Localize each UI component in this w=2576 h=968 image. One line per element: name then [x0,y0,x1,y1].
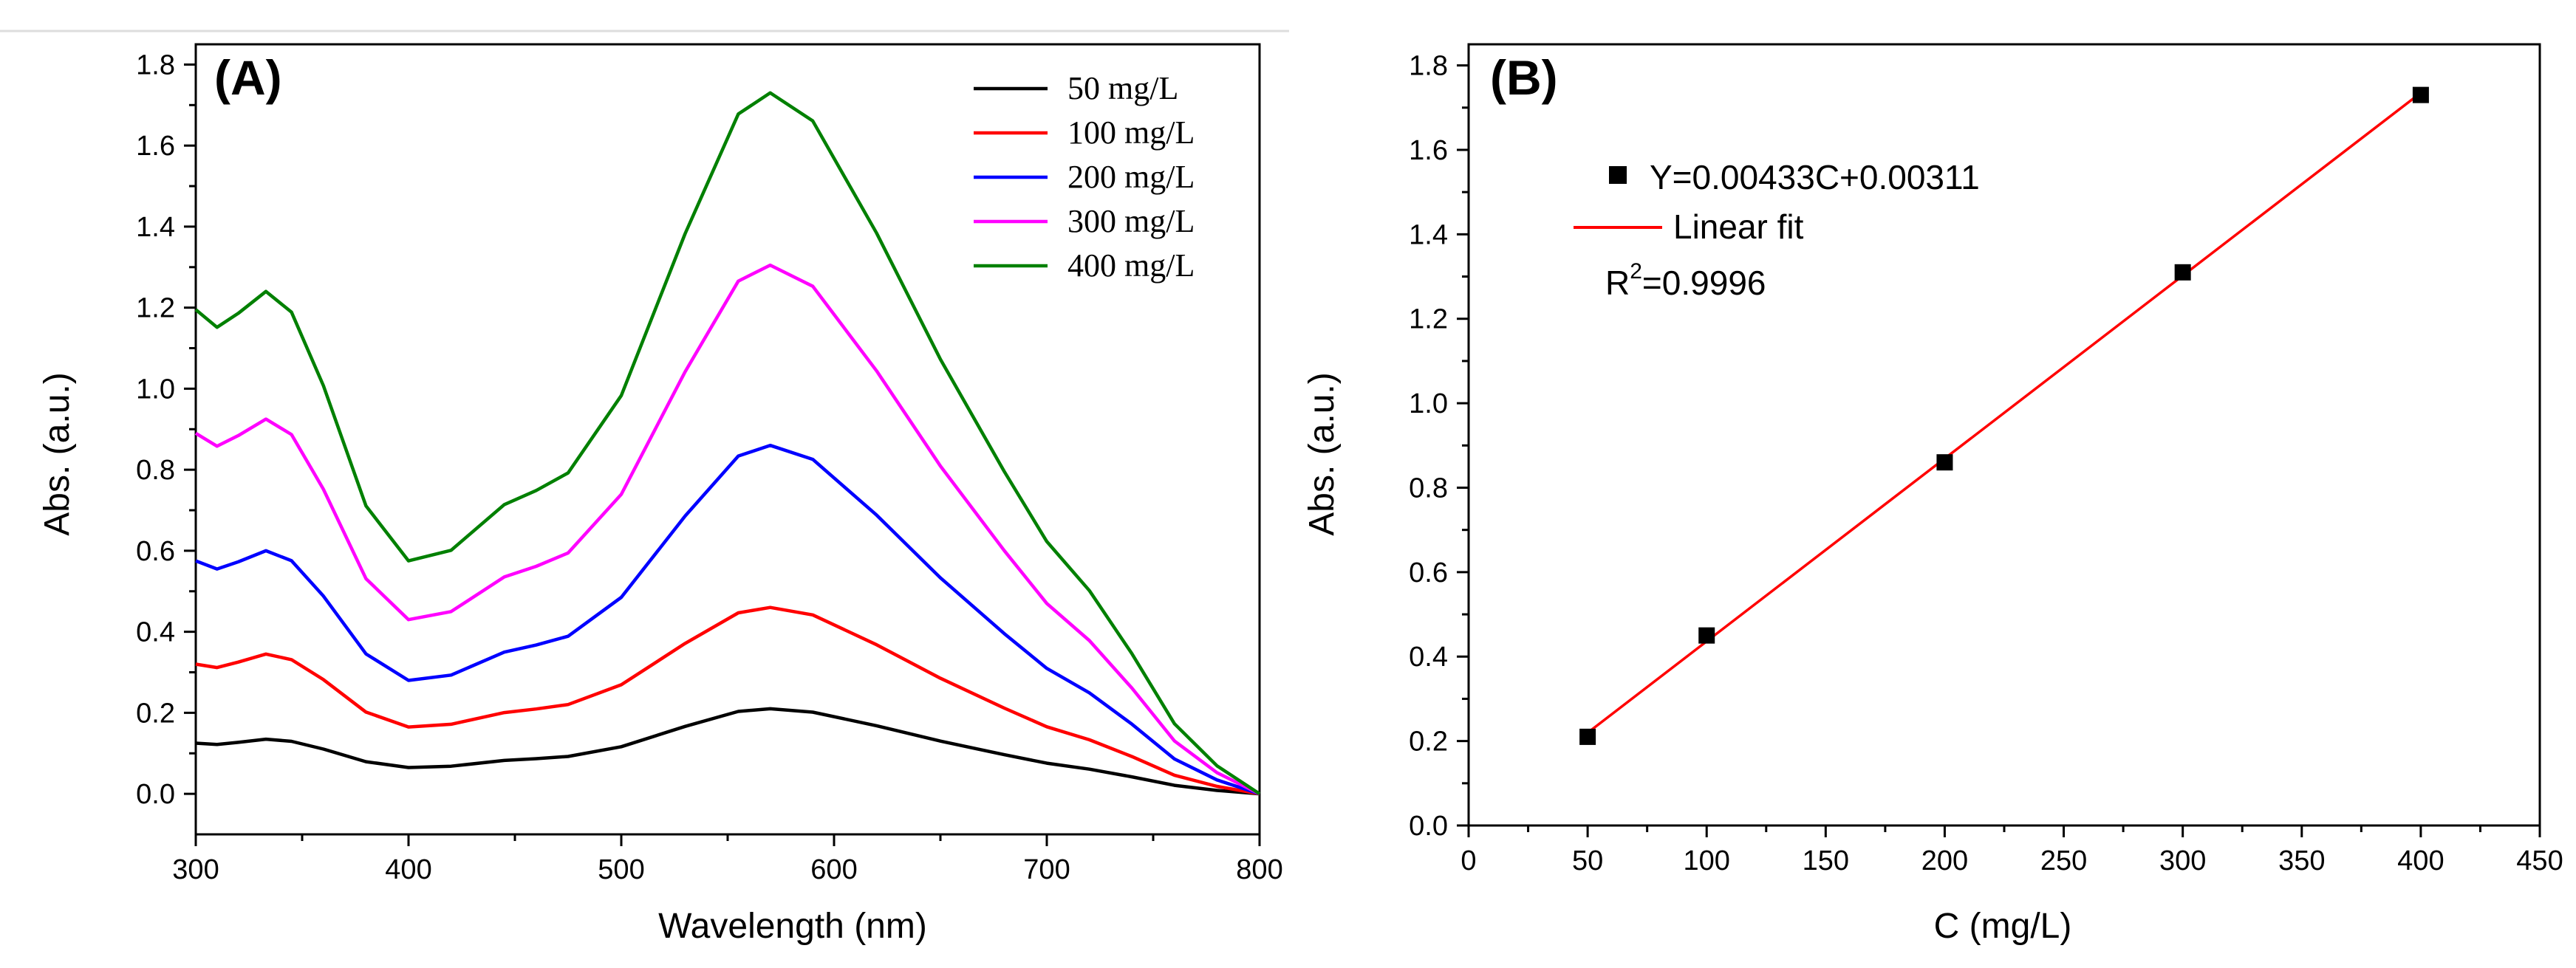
b-x-tick-label: 0 [1460,845,1476,876]
x-axis-title-a: Wavelength (nm) [658,907,927,946]
b-y-tick-label: 1.8 [1409,51,1448,82]
legend-marker-square [1609,166,1627,184]
data-point [1698,627,1715,644]
b-x-tick-label: 350 [2278,845,2325,876]
b-x-tick-label: 300 [2159,845,2206,876]
linear-fit-line [1587,92,2422,734]
b-y-tick-label: 0.2 [1409,727,1448,758]
a-y-tick-label: 0.4 [136,617,175,648]
data-point [1579,728,1596,745]
b-x-tick-label: 450 [2516,845,2563,876]
legend-fit-label: Linear fit [1673,207,1804,246]
series-line-50-mg-L [195,707,1260,796]
a-y-tick-label: 0.8 [136,455,175,486]
a-y-tick-label: 1.0 [136,374,175,405]
b-y-tick-label: 1.2 [1409,304,1448,335]
b-y-tick-label: 0.0 [1409,811,1448,842]
a-y-tick-label: 1.6 [136,131,175,162]
a-y-tick-label: 1.2 [136,293,175,324]
a-x-tick-label: 500 [598,854,644,885]
legend-label: 300 mg/L [1067,203,1195,239]
legend-label: 50 mg/L [1067,70,1178,106]
chart-b: (B) C (mg/L) Abs. (a.u.) Y=0.00433C+0.00… [1302,43,2563,946]
a-y-tick-label: 0.2 [136,698,175,729]
b-x-tick-label: 150 [1803,845,1849,876]
legend-label: 400 mg/L [1067,247,1195,284]
panel-a: (A) Wavelength (nm) Abs. (a.u.) 50 mg/L 1… [0,30,1289,946]
a-x-tick-label: 400 [385,854,431,885]
a-x-tick-label: 600 [810,854,857,885]
b-y-tick-label: 1.6 [1409,135,1448,166]
series-line-400-mg-L [194,91,1261,795]
a-y-tick-label: 1.8 [136,49,175,80]
legend-label: 200 mg/L [1067,159,1195,195]
chart-a: (A) Wavelength (nm) Abs. (a.u.) 50 mg/L 1… [0,30,1289,946]
b-x-tick-label: 100 [1684,845,1730,876]
a-x-tick-label: 800 [1236,854,1282,885]
panel-label-b: (B) [1490,50,1558,105]
a-x-tick-label: 700 [1023,854,1070,885]
series-line-200-mg-L [195,443,1260,796]
a-y-tick-label: 1.4 [136,212,175,243]
legend-points-label: Y=0.00433C+0.00311 [1650,158,1980,196]
data-point [2174,264,2191,281]
b-y-tick-label: 0.4 [1409,642,1448,673]
b-y-tick-label: 0.8 [1409,473,1448,504]
b-x-tick-label: 400 [2397,845,2444,876]
b-y-tick-label: 1.4 [1409,219,1448,250]
data-point [2412,86,2429,103]
b-x-tick-label: 50 [1572,845,1603,876]
b-plot-frame [1467,43,2541,827]
b-x-tick-label: 200 [1921,845,1968,876]
legend-r2: R2=0.9996 [1605,259,1766,302]
x-axis-title-b: C (mg/L) [1934,907,2072,946]
data-point [1936,454,1953,471]
series-line-300-mg-L [194,263,1261,796]
a-y-tick-label: 0.6 [136,536,175,567]
panel-label-a: (A) [214,50,282,105]
series-line-100-mg-L [195,605,1260,796]
panel-b: (B) C (mg/L) Abs. (a.u.) Y=0.00433C+0.00… [1289,0,2576,968]
a-x-tick-label: 300 [172,854,219,885]
b-y-tick-label: 1.0 [1409,388,1448,419]
b-x-tick-label: 250 [2040,845,2087,876]
y-axis-title-a: Abs. (a.u.) [38,372,77,535]
legend-label: 100 mg/L [1067,114,1195,151]
y-axis-title-b: Abs. (a.u.) [1302,372,1342,535]
legend-a: 50 mg/L 100 mg/L 200 mg/L 300 mg/L 400 mg/L [974,70,1195,284]
b-y-tick-label: 0.6 [1409,557,1448,588]
legend-b: Y=0.00433C+0.00311 Linear fit R2=0.9996 [1574,158,1980,302]
a-y-tick-label: 0.0 [136,779,175,810]
